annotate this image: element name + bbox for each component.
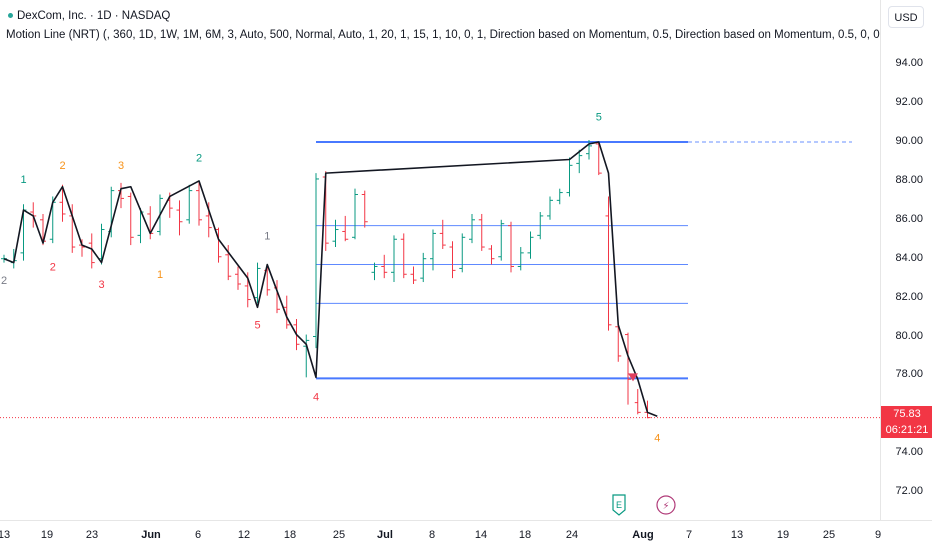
time-tick: 25 bbox=[822, 529, 836, 541]
symbol-legend[interactable]: DexCom, Inc. · 1D · NASDAQ bbox=[6, 10, 170, 22]
time-tick: 14 bbox=[474, 529, 488, 541]
price-tick: 88.00 bbox=[895, 173, 923, 186]
time-tick: 9 bbox=[874, 529, 882, 541]
time-tick: Jun bbox=[141, 529, 161, 541]
time-tick: 19 bbox=[40, 529, 54, 541]
time-scale[interactable]: 13 19 23 Jun 6 12 18 25 Jul 8 14 18 24 Aug 7 13 19 25 9 bbox=[0, 520, 932, 551]
price-tick: 78.00 bbox=[895, 368, 923, 381]
wave-label: 4 bbox=[313, 392, 319, 404]
price-tick: 74.00 bbox=[895, 446, 923, 459]
price-tick: 80.00 bbox=[895, 329, 923, 342]
current-price: 75.83 bbox=[893, 408, 921, 420]
wave-label: 1 bbox=[157, 269, 163, 281]
price-tick: 84.00 bbox=[895, 251, 923, 264]
earnings-icon-letter: E bbox=[616, 500, 622, 510]
wave-label: 3 bbox=[98, 279, 104, 291]
wave-label: 3 bbox=[118, 160, 124, 172]
time-tick: 13 bbox=[730, 529, 744, 541]
price-scale[interactable]: USD 94.00 92.00 90.00 88.00 86.00 84.00 82.00 8… bbox=[880, 0, 932, 520]
price-tick: 90.00 bbox=[895, 135, 923, 147]
time-tick: 25 bbox=[332, 529, 346, 541]
wave-label: 5 bbox=[254, 320, 260, 332]
wave-label: 1 bbox=[20, 174, 26, 186]
currency-button[interactable]: USD bbox=[888, 6, 924, 28]
price-tick: 86.00 bbox=[895, 212, 923, 225]
dividend-icon bbox=[656, 495, 676, 515]
dividend-icon-glyph: ⚡ bbox=[662, 501, 669, 512]
price-tick: 92.00 bbox=[895, 96, 923, 109]
time-tick: 8 bbox=[428, 529, 436, 541]
time-tick: Aug bbox=[632, 529, 654, 541]
time-tick: 12 bbox=[237, 529, 251, 541]
wave-label: 2 bbox=[50, 261, 56, 273]
market-status-icon bbox=[8, 12, 13, 18]
wave-label: 2 bbox=[59, 160, 65, 172]
wave-label: 5 bbox=[596, 112, 602, 124]
time-tick: 24 bbox=[565, 529, 579, 541]
wave-label: 4 bbox=[654, 433, 660, 445]
breakdown-marker-icon bbox=[628, 373, 638, 382]
time-tick: 7 bbox=[685, 529, 693, 541]
motion-line bbox=[3, 141, 658, 417]
time-tick: 6 bbox=[194, 529, 202, 541]
indicator-title: Motion Line (NRT) (, 360, 1D, 1W, 1M, 6M… bbox=[6, 29, 880, 41]
time-tick: 18 bbox=[283, 529, 297, 541]
time-tick: 19 bbox=[776, 529, 790, 541]
wave-label: 2 bbox=[196, 152, 202, 164]
wave-label: 1 bbox=[264, 230, 270, 242]
earnings-icon bbox=[612, 494, 626, 516]
time-tick: 18 bbox=[518, 529, 532, 541]
wave-label: 2 bbox=[1, 275, 7, 287]
chart-plot[interactable]: 2 1 2 2 3 3 1 2 1 5 4 5 4 E ⚡ bbox=[0, 0, 880, 520]
symbol-title: DexCom, Inc. · 1D · NASDAQ bbox=[17, 10, 171, 22]
price-tick: 82.00 bbox=[895, 290, 923, 303]
time-tick: 13 bbox=[0, 529, 11, 541]
bar-countdown: 06:21:21 bbox=[885, 424, 929, 436]
current-price-badge: 75.83 06:21:21 bbox=[881, 406, 932, 438]
price-tick: 94.00 bbox=[895, 57, 923, 70]
time-tick: 23 bbox=[85, 529, 99, 541]
time-tick: Jul bbox=[377, 529, 393, 541]
price-tick: 72.00 bbox=[895, 485, 923, 498]
chart-area[interactable]: 2 1 2 2 3 3 1 2 1 5 4 5 4 E ⚡ DexCom, Inc. · 1D · NASD… bbox=[0, 0, 880, 520]
indicator-legend[interactable]: Motion Line (NRT) (, 360, 1D, 1W, 1M, 6M… bbox=[6, 29, 880, 41]
